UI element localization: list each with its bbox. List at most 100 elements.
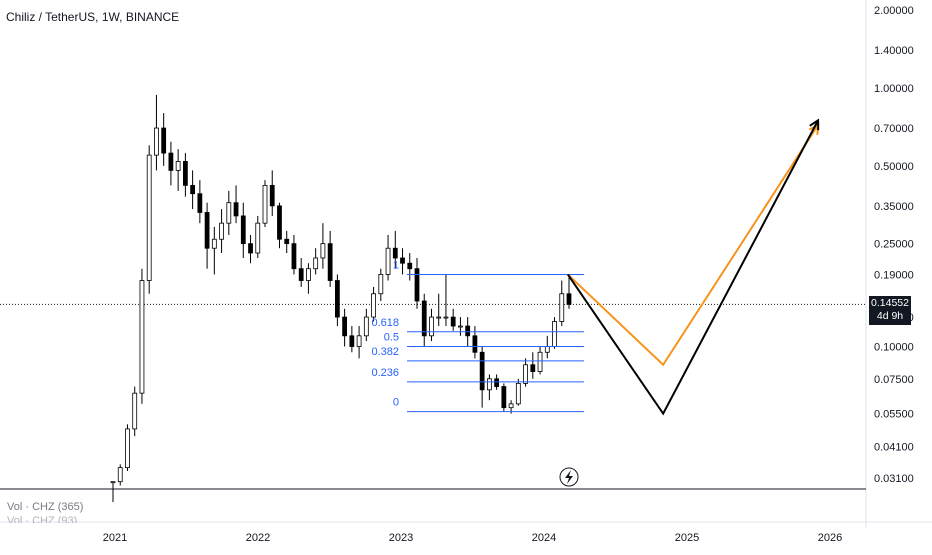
candle-body xyxy=(132,392,138,430)
time-tick-label: 2022 xyxy=(246,532,270,544)
price-tick-label: 0.03100 xyxy=(874,473,914,485)
last-price-value: 0.14552 xyxy=(871,297,909,309)
price-tick-label: 0.07500 xyxy=(874,374,914,386)
candle-body xyxy=(566,293,572,305)
candle-body xyxy=(537,351,543,372)
candle-body xyxy=(400,257,405,264)
candle-body xyxy=(320,243,326,259)
candle-body xyxy=(421,300,427,337)
candle-body xyxy=(146,154,152,281)
fib-level-label: 0 xyxy=(393,397,399,409)
candle-body xyxy=(385,247,391,275)
candle-body xyxy=(407,262,413,270)
candle-body xyxy=(443,316,449,319)
price-tick-label: 0.25000 xyxy=(874,239,914,251)
candle-body xyxy=(342,316,348,337)
candle-body xyxy=(197,193,203,213)
fib-level-label: 0.382 xyxy=(371,346,399,358)
candle-body xyxy=(327,243,333,281)
candle-body xyxy=(139,280,145,394)
chart-title: Chiliz / TetherUS, 1W, BINANCE xyxy=(6,10,180,24)
candle-body xyxy=(262,184,268,224)
candle-body xyxy=(334,280,340,318)
candle-body xyxy=(313,257,319,270)
candle-body xyxy=(472,335,478,353)
candle-body xyxy=(306,268,311,281)
candle-body xyxy=(110,481,116,484)
candle-body xyxy=(182,161,188,186)
fib-level-label: 1 xyxy=(393,259,399,271)
time-tick-label: 2023 xyxy=(389,532,413,544)
projection-path-black xyxy=(567,119,819,416)
candle-body xyxy=(190,184,196,195)
price-tick-label: 0.35000 xyxy=(874,201,914,213)
candle-body xyxy=(168,152,174,171)
last-price-tag: 0.14552 4d 9h xyxy=(869,296,911,325)
candle-body xyxy=(458,325,463,328)
candle-body xyxy=(240,215,246,245)
candle-body xyxy=(436,316,442,319)
projection-arrowhead-black xyxy=(809,118,820,131)
fib-level-label: 0.5 xyxy=(384,332,399,344)
projection-path-orange xyxy=(567,124,819,367)
candle-body xyxy=(211,238,217,249)
time-tick-label: 2021 xyxy=(103,532,127,544)
candle-body xyxy=(284,238,290,245)
candle-body xyxy=(125,428,130,469)
candle-body xyxy=(204,212,210,249)
candle-body xyxy=(298,268,304,281)
candle-body xyxy=(219,222,224,240)
fib-level-label: 0.618 xyxy=(371,317,399,329)
candle-body xyxy=(269,184,275,207)
bar-countdown: 4d 9h xyxy=(876,310,904,322)
candle-body xyxy=(552,321,557,347)
candle-body xyxy=(277,205,282,240)
candle-body xyxy=(255,222,261,254)
candle-body xyxy=(544,346,550,353)
candle-body xyxy=(161,127,167,154)
candle-body xyxy=(508,403,514,409)
candle-body xyxy=(515,382,521,405)
candle-body xyxy=(117,467,123,483)
lightning-icon-bolt xyxy=(565,470,573,484)
price-tick-label: 0.19000 xyxy=(874,269,914,281)
candle-body xyxy=(392,247,398,259)
price-tick-label: 1.40000 xyxy=(874,45,914,57)
candle-body xyxy=(378,274,384,295)
candle-body xyxy=(429,316,434,337)
candle-body xyxy=(349,335,355,347)
price-tick-label: 0.50000 xyxy=(874,161,914,173)
volume-legend-label[interactable]: Vol · CHZ (365) xyxy=(7,501,84,513)
candle-body xyxy=(479,351,485,391)
volume-legend-label-2[interactable]: Vol · CHZ (93) xyxy=(7,515,78,523)
candle-body xyxy=(559,293,565,322)
candle-body xyxy=(291,243,297,270)
price-tick-label: 2.00000 xyxy=(874,5,914,17)
candle-body xyxy=(450,316,456,327)
price-tick-label: 0.10000 xyxy=(874,342,914,354)
candle-body xyxy=(486,378,492,391)
price-tick-label: 1.00000 xyxy=(874,83,914,95)
candle-body xyxy=(233,202,239,217)
candle-body xyxy=(501,386,507,409)
candle-body xyxy=(494,378,500,387)
candle-body xyxy=(530,364,536,372)
fib-level-label: 0.236 xyxy=(371,367,399,379)
candle-body xyxy=(363,316,369,337)
candle-body xyxy=(414,268,420,302)
candle-body xyxy=(226,202,232,224)
candle-body xyxy=(356,335,362,347)
candle-body xyxy=(248,243,253,254)
candle-body xyxy=(371,293,376,318)
candle-body xyxy=(154,127,159,156)
time-tick-label: 2026 xyxy=(818,532,842,544)
candle-body xyxy=(523,364,528,384)
time-tick-label: 2025 xyxy=(675,532,699,544)
candle-body xyxy=(175,161,181,171)
lightning-icon xyxy=(559,467,579,487)
price-tick-label: 0.70000 xyxy=(874,123,914,135)
price-tick-label: 0.04100 xyxy=(874,442,914,454)
time-tick-label: 2024 xyxy=(532,532,556,544)
